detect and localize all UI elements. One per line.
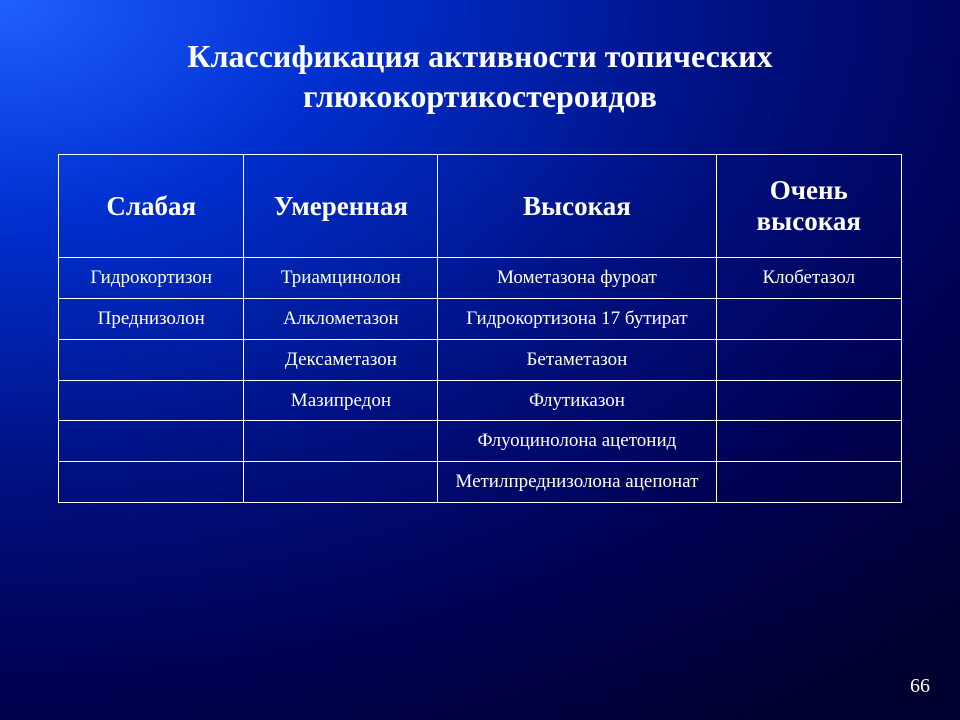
col-very-high: Очень высокая xyxy=(716,155,901,258)
title-line-2: глюкокортикостероидов xyxy=(303,78,657,114)
slide-title: Классификация активности топических глюк… xyxy=(0,0,960,126)
table-row: Метилпреднизолона ацепонат xyxy=(59,462,902,503)
title-line-1: Классификация активности топических xyxy=(187,38,772,74)
table-cell xyxy=(59,462,244,503)
table-row: Мазипредон Флутиказон xyxy=(59,380,902,421)
table-cell xyxy=(59,380,244,421)
table-header-row: Слабая Умеренная Высокая Очень высокая xyxy=(59,155,902,258)
table-cell: Дексаметазон xyxy=(244,339,438,380)
table-cell: Бетаметазон xyxy=(438,339,716,380)
table-cell: Мазипредон xyxy=(244,380,438,421)
classification-table-wrap: Слабая Умеренная Высокая Очень высокая Г… xyxy=(58,154,902,503)
table-row: Преднизолон Алклометазон Гидрокортизона … xyxy=(59,298,902,339)
table-cell xyxy=(716,462,901,503)
table-cell: Триамцинолон xyxy=(244,258,438,299)
table-cell: Алклометазон xyxy=(244,298,438,339)
table-cell xyxy=(716,421,901,462)
table-cell xyxy=(716,339,901,380)
table-row: Дексаметазон Бетаметазон xyxy=(59,339,902,380)
col-weak: Слабая xyxy=(59,155,244,258)
table-cell xyxy=(244,421,438,462)
table-cell xyxy=(716,380,901,421)
col-moderate: Умеренная xyxy=(244,155,438,258)
col-high: Высокая xyxy=(438,155,716,258)
table-cell: Преднизолон xyxy=(59,298,244,339)
table-cell: Клобетазол xyxy=(716,258,901,299)
table-cell: Флутиказон xyxy=(438,380,716,421)
table-row: Гидрокортизон Триамцинолон Мометазона фу… xyxy=(59,258,902,299)
table-cell: Гидрокортизона 17 бутират xyxy=(438,298,716,339)
table-cell: Флуоцинолона ацетонид xyxy=(438,421,716,462)
table-row: Флуоцинолона ацетонид xyxy=(59,421,902,462)
table-cell: Мометазона фуроат xyxy=(438,258,716,299)
classification-table: Слабая Умеренная Высокая Очень высокая Г… xyxy=(58,154,902,503)
table-cell xyxy=(59,421,244,462)
table-cell: Гидрокортизон xyxy=(59,258,244,299)
table-cell xyxy=(716,298,901,339)
table-cell: Метилпреднизолона ацепонат xyxy=(438,462,716,503)
table-cell xyxy=(244,462,438,503)
page-number: 66 xyxy=(910,675,930,698)
table-cell xyxy=(59,339,244,380)
